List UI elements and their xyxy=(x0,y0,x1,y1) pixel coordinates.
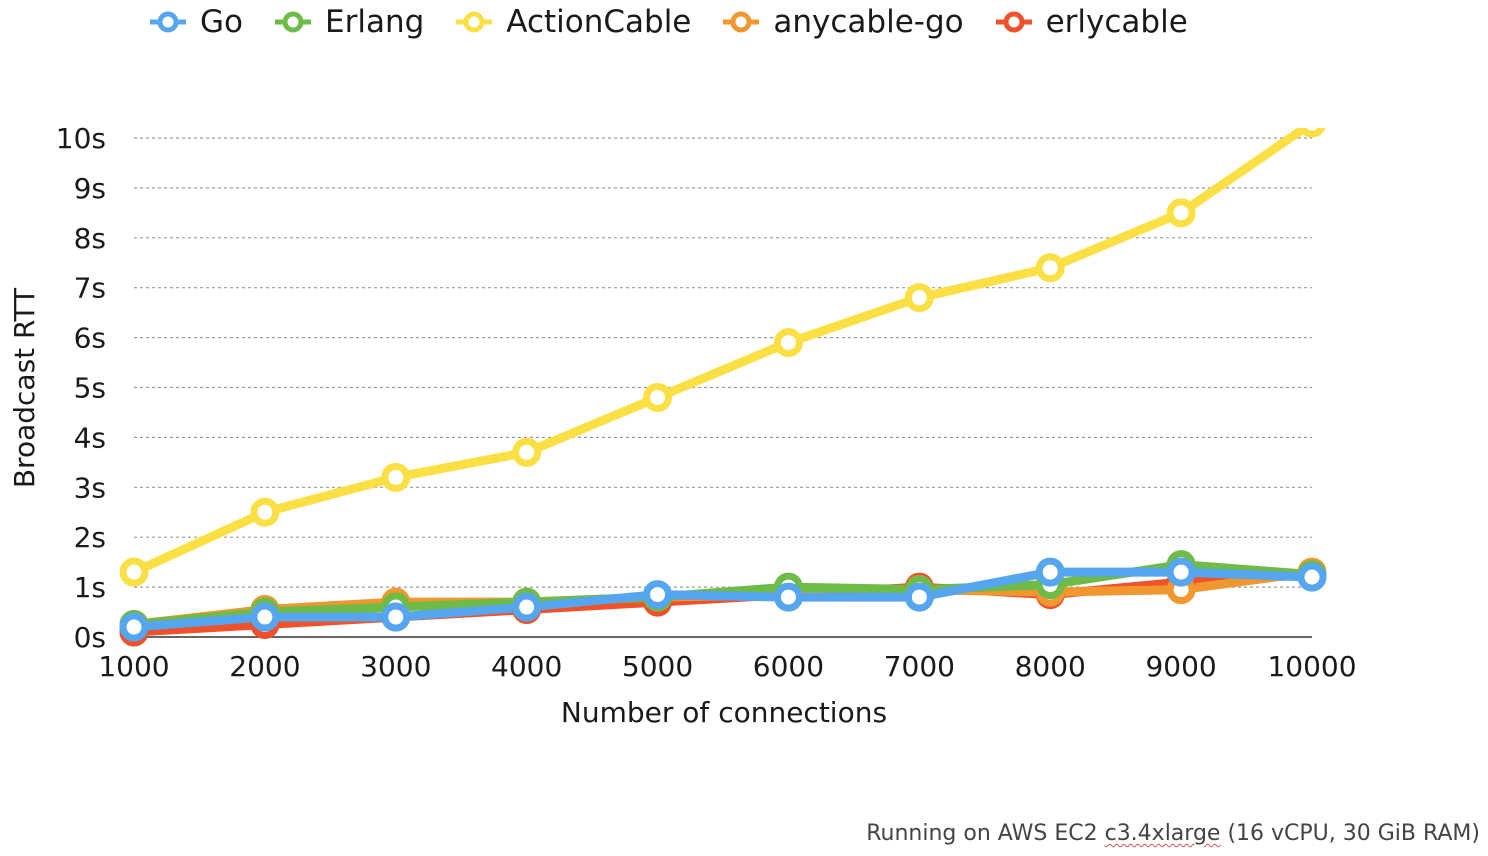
data-point-actioncable xyxy=(1298,128,1326,138)
legend-label: anycable-go xyxy=(773,4,964,40)
y-tick-label: 1s xyxy=(74,571,106,604)
legend-item-erlang: Erlang xyxy=(275,4,424,40)
data-point-actioncable xyxy=(512,437,542,467)
x-tick-label: 5000 xyxy=(622,650,693,683)
data-point-actioncable xyxy=(773,328,803,358)
data-points xyxy=(119,128,1327,647)
legend-marker-erlang-icon xyxy=(275,11,311,33)
data-point-go xyxy=(250,602,280,632)
x-tick-label: 4000 xyxy=(491,650,562,683)
data-point-go xyxy=(381,602,411,632)
y-axis-label: Broadcast RTT xyxy=(8,287,41,488)
y-tick-label: 0s xyxy=(74,621,106,654)
y-tick-label: 9s xyxy=(74,172,106,205)
data-point-go xyxy=(904,582,934,612)
legend-label: Go xyxy=(200,4,243,40)
legend-item-erlycable: erlycable xyxy=(995,4,1188,40)
y-tick-label: 2s xyxy=(74,521,106,554)
data-point-go xyxy=(1035,557,1065,587)
y-tick-label: 10s xyxy=(56,122,106,155)
axes: 0s 1s 2s 3s 4s 5s 6s 7s 8s 9s 10s 1000 2000 3000 4000 5… xyxy=(56,122,1357,683)
x-tick-label: 8000 xyxy=(1015,650,1086,683)
x-tick-label: 10000 xyxy=(1267,650,1356,683)
legend-label: Erlang xyxy=(325,4,425,40)
x-tick-label: 1000 xyxy=(98,650,169,683)
data-point-go xyxy=(1166,557,1196,587)
legend-marker-go-icon xyxy=(150,11,186,33)
data-point-actioncable xyxy=(119,557,149,587)
legend-marker-actioncable-icon xyxy=(456,11,493,33)
legend-marker-anycable-go-icon xyxy=(723,11,760,33)
x-tick-label: 6000 xyxy=(753,650,824,683)
y-tick-label: 8s xyxy=(74,222,106,255)
legend-label: erlycable xyxy=(1045,4,1188,40)
y-tick-label: 7s xyxy=(74,272,106,305)
data-point-actioncable xyxy=(250,497,280,527)
x-axis-label: Number of connections xyxy=(561,696,887,729)
data-point-actioncable xyxy=(643,382,673,412)
legend-item-actioncable: ActionCable xyxy=(456,4,691,40)
legend-marker-erlycable-icon xyxy=(995,11,1032,33)
legend-item-anycable-go: anycable-go xyxy=(723,4,964,40)
data-point-go xyxy=(773,582,803,612)
y-tick-label: 4s xyxy=(74,421,106,454)
series-line-go xyxy=(129,567,1317,632)
legend-item-go: Go xyxy=(150,4,243,40)
data-point-actioncable xyxy=(381,462,411,492)
y-tick-label: 3s xyxy=(74,471,106,504)
grid-lines xyxy=(134,137,1312,588)
data-point-go xyxy=(1297,562,1327,592)
data-point-actioncable xyxy=(1035,253,1065,283)
x-tick-label: 7000 xyxy=(884,650,955,683)
legend-label: ActionCable xyxy=(506,4,692,40)
x-tick-label: 3000 xyxy=(360,650,431,683)
x-tick-label: 9000 xyxy=(1145,650,1216,683)
data-point-go xyxy=(119,612,149,642)
data-point-actioncable xyxy=(1166,198,1196,228)
data-point-go xyxy=(512,592,542,622)
series-lines xyxy=(129,128,1317,637)
footnote-instance: c3.4xlarge xyxy=(1104,821,1221,846)
footnote: Running on AWS EC2 c3.4xlarge (16 vCPU, … xyxy=(866,821,1480,846)
x-tick-label: 2000 xyxy=(229,650,300,683)
data-point-go xyxy=(643,580,673,610)
footnote-prefix: Running on AWS EC2 xyxy=(866,821,1105,846)
chart-legend: Go Erlang ActionCable anycable-go erlyca… xyxy=(150,4,1220,40)
y-tick-label: 6s xyxy=(74,322,106,355)
y-tick-label: 5s xyxy=(74,372,106,405)
series-line-actioncable xyxy=(129,128,1313,577)
footnote-suffix: (16 vCPU, 30 GiB RAM) xyxy=(1220,821,1480,846)
data-point-actioncable xyxy=(904,283,934,313)
